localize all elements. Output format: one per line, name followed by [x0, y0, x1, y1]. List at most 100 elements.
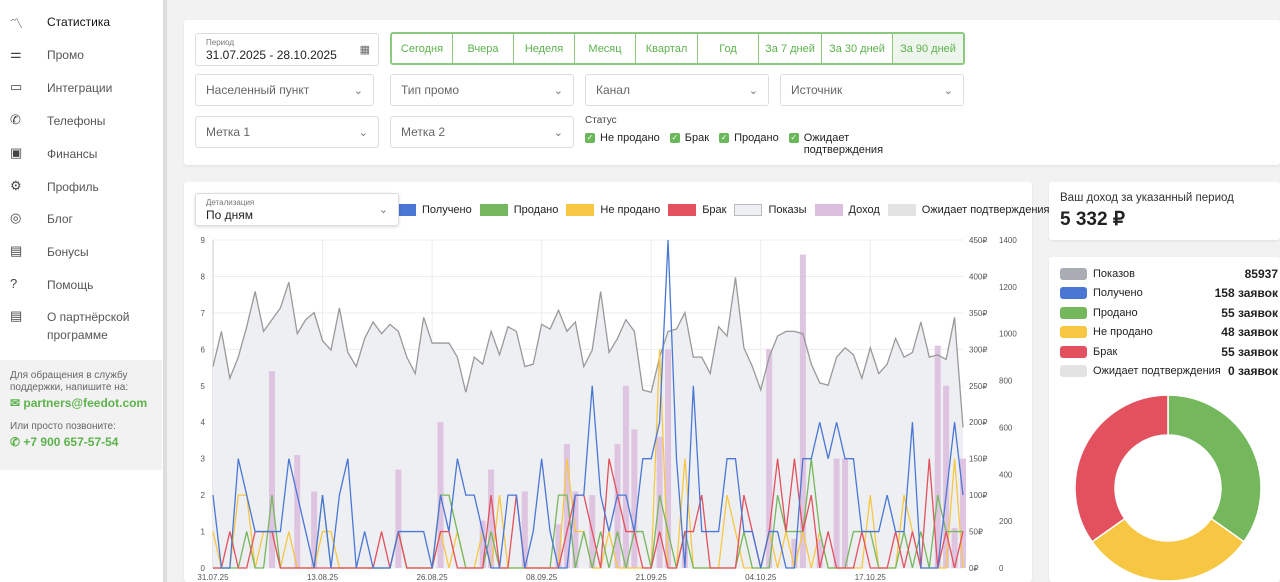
- sidebar-item-5[interactable]: ⚙ Профиль: [0, 178, 163, 196]
- y-tick-shows: 1000: [999, 330, 1017, 339]
- sidebar-item-6[interactable]: ◎ Блог: [0, 210, 163, 228]
- detail-select[interactable]: Детализация По дням ⌄: [195, 193, 399, 226]
- summary-row: Получено 158 заявок: [1060, 284, 1278, 304]
- api-icon: ▭: [10, 79, 23, 94]
- period-button-0[interactable]: Сегодня: [392, 34, 453, 63]
- income-bar: [791, 538, 798, 568]
- legend-item-1[interactable]: Продано: [472, 204, 558, 216]
- legend-item-4[interactable]: Показы: [726, 204, 807, 216]
- y-tick-left: 7: [201, 309, 206, 318]
- filter-select-4[interactable]: Метка 1 ⌄: [195, 116, 379, 148]
- check-icon: ✓: [669, 133, 680, 143]
- brak-line: [213, 458, 964, 569]
- sidebar-item-1[interactable]: ⚌ Промо: [0, 46, 163, 64]
- income-bar: [479, 520, 486, 568]
- summary-swatch: [1060, 306, 1087, 319]
- summary-swatch: [1060, 345, 1087, 358]
- period-button-1[interactable]: Вчера: [453, 34, 514, 63]
- donut-chart: [1074, 394, 1262, 582]
- period-button-4[interactable]: Квартал: [636, 34, 698, 63]
- wallet-icon: ▣: [10, 145, 23, 160]
- x-tick: 26.08.25: [417, 573, 449, 582]
- period-buttons: Сегодня Вчера Неделя Месяц Квартал Год За 7 дн…: [390, 32, 965, 65]
- y-tick-left: 8: [201, 272, 206, 281]
- received-line: [212, 239, 964, 569]
- income-card: Ваш доход за указанный период 5 332 ₽: [1049, 182, 1280, 240]
- filter-select-2[interactable]: Канал ⌄: [585, 74, 769, 106]
- summary-row: Брак 55 заявок: [1060, 342, 1278, 362]
- y-tick-income: 100₽: [969, 491, 987, 500]
- sidebar-item-label: Бонусы: [47, 245, 89, 259]
- phone-icon: ✆: [10, 112, 21, 127]
- status-checkbox-0[interactable]: ✓ Не продано: [585, 132, 660, 144]
- income-bar: [665, 349, 672, 568]
- y-tick-left: 3: [201, 455, 206, 464]
- donut-slice: [1167, 394, 1262, 543]
- support-email-link[interactable]: ✉ partners@feedot.com: [10, 396, 148, 410]
- support-phone-link[interactable]: ✆ +7 900 657-57-54: [10, 435, 119, 449]
- period-button-6[interactable]: За 7 дней: [759, 34, 822, 63]
- y-tick-income: 300₽: [969, 345, 987, 354]
- income-bar: [631, 429, 638, 568]
- y-tick-left: 1: [201, 528, 206, 537]
- income-bar: [395, 469, 402, 568]
- period-button-5[interactable]: Год: [698, 34, 759, 63]
- income-bar: [960, 458, 966, 568]
- income-bar: [833, 458, 840, 568]
- status-checkbox-3[interactable]: ✓ Ожидает подтверждения: [788, 132, 884, 156]
- x-tick: 08.09.25: [526, 573, 558, 582]
- y-tick-shows: 800: [999, 377, 1013, 386]
- sidebar-item-3[interactable]: ✆ Телефоны: [0, 112, 163, 130]
- period-button-2[interactable]: Неделя: [514, 34, 575, 63]
- income-bar: [656, 436, 663, 568]
- sidebar-item-0[interactable]: 〽 Статистика: [0, 13, 163, 32]
- document-icon: ▤: [10, 308, 23, 323]
- y-tick-shows: 0: [999, 564, 1004, 573]
- support-box: Для обращения в службу поддержки, напиши…: [0, 360, 162, 470]
- summary-card: Показов 85937 Получено 158 заявок Продано 55 …: [1049, 257, 1280, 582]
- sidebar: 〽 Статистика ⚌ Промо ▭ Интеграции ✆ Телефоны ▣ Фи…: [0, 0, 167, 582]
- x-tick: 21.09.25: [636, 573, 668, 582]
- y-tick-income: 0₽: [969, 564, 979, 573]
- y-tick-income: 400₽: [969, 272, 987, 281]
- y-tick-left: 4: [201, 418, 206, 427]
- check-icon: ✓: [788, 133, 799, 143]
- ticket-icon: ▤: [10, 243, 23, 258]
- period-button-3[interactable]: Месяц: [575, 34, 636, 63]
- sidebar-item-4[interactable]: ▣ Финансы: [0, 145, 163, 163]
- period-field[interactable]: Период 31.07.2025 - 28.10.2025 ▦: [195, 33, 379, 66]
- shows-area: [213, 277, 963, 568]
- period-button-7[interactable]: За 30 дней: [822, 34, 893, 63]
- filter-select-1[interactable]: Тип промо ⌄: [390, 74, 574, 106]
- sidebar-item-label: Блог: [47, 212, 73, 226]
- sidebar-item-8[interactable]: ? Помощь: [0, 276, 163, 294]
- summary-row: Ожидает подтверждения 0 заявок: [1060, 362, 1278, 382]
- chevron-down-icon: ⌄: [748, 84, 758, 97]
- status-checkbox-2[interactable]: ✓ Продано: [719, 132, 779, 144]
- filter-select-3[interactable]: Источник ⌄: [780, 74, 964, 106]
- support-phone-text: Или просто позвоните:: [10, 421, 116, 432]
- sidebar-item-label: Помощь: [47, 278, 94, 292]
- status-checkbox-1[interactable]: ✓ Брак: [669, 132, 710, 144]
- y-tick-left: 2: [201, 491, 206, 500]
- shows-line: [212, 277, 964, 428]
- period-button-8[interactable]: За 90 дней: [893, 34, 963, 63]
- sidebar-item-label: Телефоны: [47, 114, 106, 128]
- legend-item-2[interactable]: Не продано: [558, 204, 660, 216]
- legend-item-6[interactable]: Ожидает подтверждения: [880, 204, 1050, 216]
- legend-swatch: [814, 204, 843, 216]
- sidebar-item-2[interactable]: ▭ Интеграции: [0, 79, 163, 97]
- sidebar-item-9[interactable]: ▤ О партнёрской программе: [0, 308, 163, 344]
- legend-item-3[interactable]: Брак: [660, 204, 726, 216]
- income-bar: [437, 422, 444, 568]
- sold-line: [213, 458, 963, 569]
- legend-swatch: [479, 204, 508, 216]
- sidebar-item-7[interactable]: ▤ Бонусы: [0, 243, 163, 261]
- filter-select-0[interactable]: Населенный пункт ⌄: [195, 74, 374, 106]
- income-bar: [268, 371, 275, 568]
- filter-select-5[interactable]: Метка 2 ⌄: [390, 116, 574, 148]
- legend-item-5[interactable]: Доход: [807, 204, 880, 216]
- sidebar-item-label: О партнёрской программе: [47, 310, 130, 342]
- summary-swatch: [1060, 365, 1087, 378]
- check-icon: ✓: [585, 133, 595, 143]
